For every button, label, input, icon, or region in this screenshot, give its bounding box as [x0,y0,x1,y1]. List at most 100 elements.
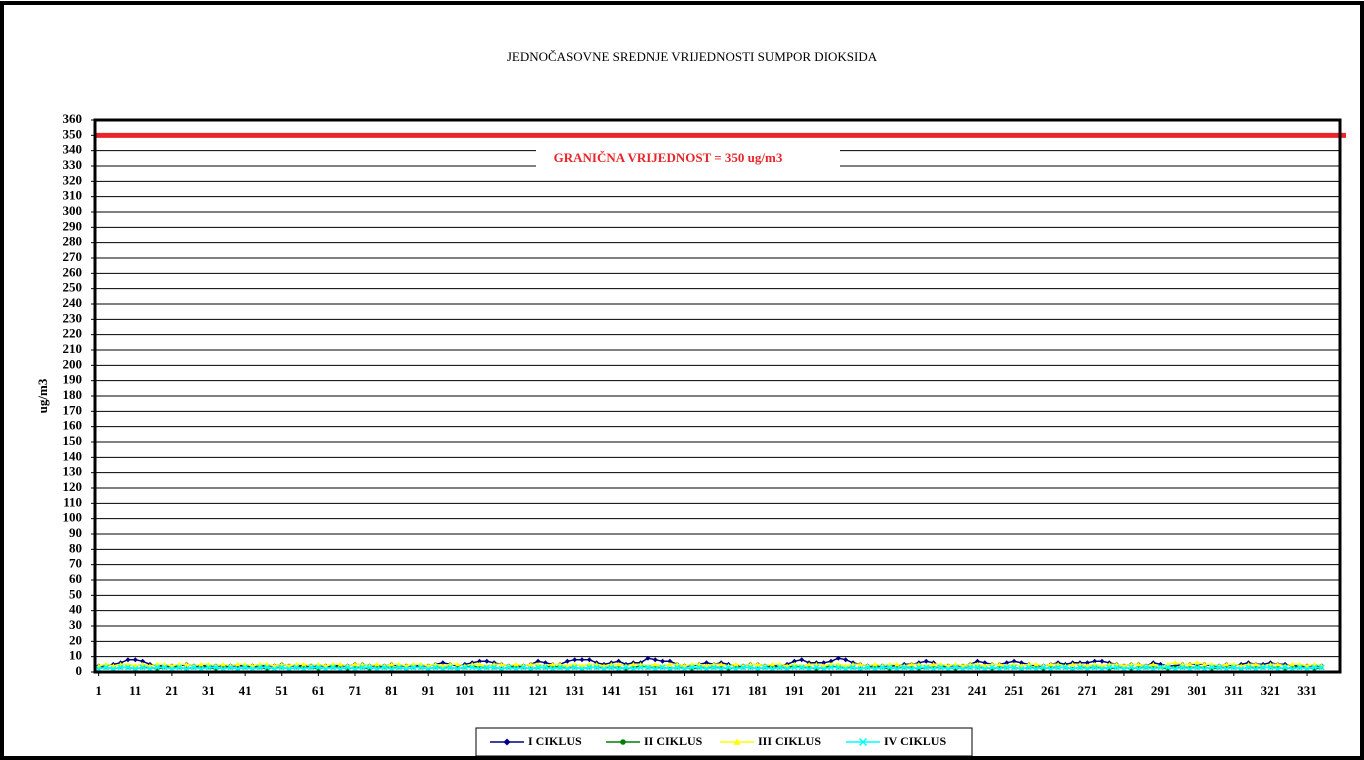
marker [827,664,835,671]
marker [674,664,681,671]
marker [1311,664,1318,671]
marker [513,661,519,667]
marker [190,664,197,671]
marker [227,664,234,671]
marker [879,664,886,671]
x-tick-label: 141 [602,683,622,698]
chart-title: JEDNOČASOVNE SREDNJE VRIJEDNOSTI SUMPOR … [507,49,878,64]
marker [395,664,402,671]
marker [505,664,512,671]
x-tick-label: 171 [711,683,731,698]
marker [1106,664,1113,671]
marker [344,664,351,671]
x-tick-label: 311 [1224,683,1243,698]
marker [483,664,490,671]
marker [132,657,138,663]
marker [212,664,219,671]
marker [821,660,827,666]
marker [198,661,204,667]
x-tick-label: 261 [1041,683,1061,698]
marker [923,664,930,671]
marker [828,658,834,664]
marker [740,664,747,671]
marker [1033,661,1039,667]
marker [1048,661,1054,667]
x-tick-label: 281 [1114,683,1134,698]
marker [301,661,307,667]
marker [1275,661,1281,667]
y-tick-label: 180 [63,387,83,402]
y-tick-label: 300 [63,203,83,218]
marker [366,664,373,671]
marker [660,658,666,664]
y-tick-label: 120 [63,479,83,494]
y-tick-label: 0 [76,663,83,678]
marker [491,664,498,671]
x-tick-label: 241 [968,683,988,698]
x-tick-label: 121 [528,683,548,698]
x-tick-label: 41 [239,683,252,698]
marker [498,661,504,667]
x-tick-label: 111 [492,683,510,698]
x-tick-label: 1 [95,683,102,698]
x-tick-label: 161 [675,683,695,698]
y-tick-label: 360 [63,111,83,126]
marker [937,664,944,671]
marker [776,664,783,671]
marker [652,657,658,663]
x-tick-label: 321 [1261,683,1281,698]
marker [667,658,673,664]
marker [1004,660,1010,666]
marker [417,664,424,671]
marker [710,664,717,671]
x-tick-label: 221 [895,683,915,698]
marker [124,664,131,671]
marker [1062,664,1069,671]
y-tick-label: 50 [69,586,82,601]
marker [843,657,849,663]
marker [1084,660,1090,666]
marker [1282,664,1289,671]
y-tick-label: 70 [69,556,82,571]
x-tick-label: 211 [858,683,877,698]
marker [725,664,732,671]
y-tick-label: 330 [63,157,83,172]
marker [1091,664,1098,671]
legend-label: III CIKLUS [758,734,821,748]
marker [484,658,490,664]
marker [1011,658,1017,664]
x-tick-label: 131 [565,683,585,698]
marker [359,664,366,671]
marker [813,664,820,671]
marker [329,664,337,671]
y-tick-label: 150 [63,433,83,448]
y-tick-label: 260 [63,264,83,279]
marker [1318,664,1325,671]
marker [1172,660,1178,665]
marker [806,661,812,667]
y-tick-label: 100 [63,510,83,525]
marker [1216,664,1223,671]
y-tick-label: 90 [69,525,82,540]
legend-label: IV CIKLUS [884,734,946,748]
marker [704,660,710,666]
marker [622,664,629,671]
y-tick-label: 340 [63,142,83,157]
marker [476,661,482,667]
y-tick-label: 160 [63,418,83,433]
y-tick-label: 60 [69,571,82,586]
x-tick-label: 21 [165,683,178,698]
marker [579,657,585,663]
marker [374,661,380,667]
marker [982,660,988,666]
x-tick-label: 61 [312,683,325,698]
marker [835,664,842,671]
marker [571,664,578,671]
marker [858,737,868,747]
marker [535,658,541,664]
marker [1230,664,1237,671]
marker [476,658,482,664]
marker [315,664,322,671]
marker [733,661,739,667]
marker [901,664,908,671]
